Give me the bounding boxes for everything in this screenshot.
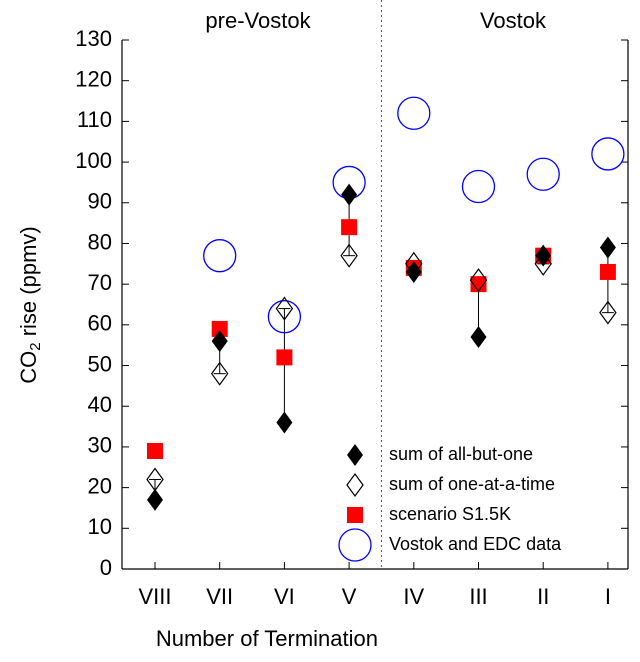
legend-label: scenario S1.5K: [389, 504, 511, 524]
marker-filled-diamond: [405, 260, 422, 283]
marker-open-diamond: [534, 251, 552, 276]
y-tick-label: 130: [75, 26, 112, 51]
legend-marker: [338, 528, 372, 562]
marker-square: [276, 349, 293, 366]
y-axis-label: CO2 rise (ppmv): [16, 226, 44, 383]
legend-marker: [347, 444, 363, 466]
marker-square: [599, 263, 616, 280]
marker-filled-diamond: [470, 326, 487, 349]
annotation: Vostok: [480, 8, 547, 33]
legend-marker: [346, 472, 364, 498]
marker-open-diamond: [275, 296, 294, 321]
marker-circle: [461, 169, 496, 204]
y-tick-label: 110: [77, 107, 112, 132]
x-tick-label: VIII: [138, 584, 171, 609]
x-tick-label: VII: [206, 584, 233, 609]
marker-open-diamond: [210, 361, 229, 386]
x-axis-label: Number of Termination: [156, 626, 378, 651]
y-tick-label: 60: [88, 311, 112, 336]
y-tick-label: 10: [88, 514, 112, 539]
marker-circle: [203, 239, 237, 273]
y-label-rest: rise (ppmv): [16, 226, 41, 342]
marker-filled-diamond: [211, 330, 228, 353]
marker-filled-diamond: [535, 244, 552, 267]
legend-marker: [347, 507, 363, 523]
y-tick-label: 20: [88, 473, 112, 498]
y-tick-label: 70: [88, 270, 112, 295]
x-tick-label: III: [469, 584, 487, 609]
marker-circle: [526, 157, 560, 191]
y-label-sub: 2: [27, 342, 44, 350]
x-tick-label: V: [342, 584, 357, 609]
marker-circle: [267, 300, 302, 334]
x-tick-label: I: [605, 584, 611, 609]
marker-filled-diamond: [341, 183, 358, 206]
y-label-main: CO: [16, 351, 41, 384]
marker-open-diamond: [599, 300, 617, 325]
marker-square: [147, 442, 163, 459]
legend-label: sum of all-but-one: [389, 444, 533, 464]
y-tick-label: 100: [75, 148, 112, 173]
legend-label: sum of one-at-a-time: [389, 474, 555, 494]
y-tick-label: 90: [88, 189, 112, 214]
marker-filled-diamond: [599, 236, 616, 259]
annotation: pre-Vostok: [205, 8, 311, 33]
legend-label: Vostok and EDC data: [389, 534, 562, 554]
y-tick-label: 40: [88, 392, 112, 417]
marker-square: [211, 320, 228, 337]
x-tick-label: II: [537, 584, 549, 609]
marker-square: [341, 219, 358, 236]
x-tick-label: VI: [274, 584, 295, 609]
y-tick-label: 120: [75, 67, 112, 92]
marker-circle: [591, 137, 625, 171]
marker-open-diamond: [469, 268, 488, 293]
x-tick-label: IV: [403, 584, 424, 609]
y-tick-label: 0: [100, 555, 112, 580]
marker-square: [470, 276, 487, 293]
marker-open-diamond: [340, 243, 358, 268]
marker-filled-diamond: [276, 411, 293, 434]
marker-filled-diamond: [147, 488, 163, 511]
y-tick-label: 80: [88, 229, 112, 254]
y-tick-label: 30: [88, 433, 112, 458]
y-tick-label: 50: [88, 351, 112, 376]
marker-circle: [397, 96, 431, 130]
